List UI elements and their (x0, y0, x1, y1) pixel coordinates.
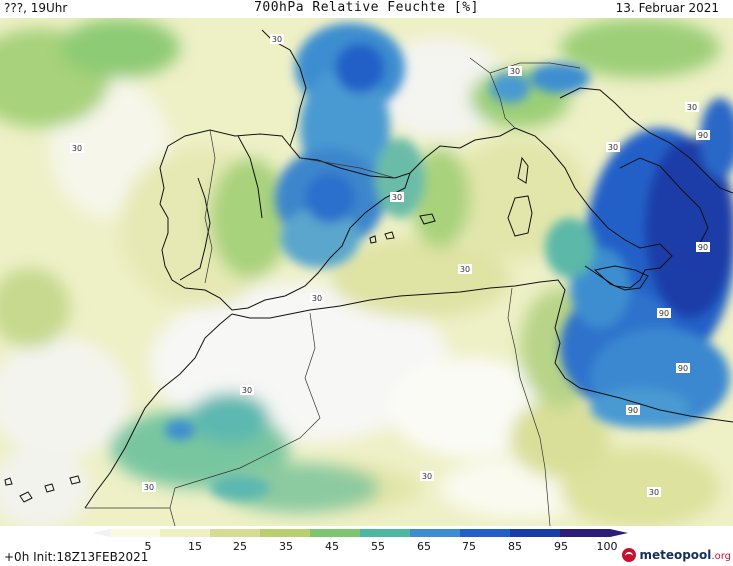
meteopool-logo-icon (622, 548, 637, 562)
svg-text:90: 90 (628, 406, 638, 415)
humidity-field: 30 30 30 30 30 30 30 (0, 18, 733, 526)
svg-text:30: 30 (312, 294, 322, 303)
svg-text:30: 30 (272, 35, 282, 44)
svg-text:30: 30 (72, 144, 82, 153)
contour-label: 30 (142, 482, 156, 492)
valid-time: ???, 19Uhr (4, 1, 68, 15)
colorbar-tick-label: 55 (371, 540, 385, 553)
contour-label: 90 (696, 242, 710, 252)
colorbar-segment (310, 529, 361, 537)
meteopool-logo[interactable]: meteopool.org (622, 546, 731, 564)
colorbar-segment (410, 529, 461, 537)
colorbar-segment (560, 529, 611, 537)
svg-text:90: 90 (678, 364, 688, 373)
colorbar (92, 529, 628, 537)
logo-name: meteopool (639, 548, 712, 562)
svg-text:90: 90 (659, 309, 669, 318)
svg-text:30: 30 (422, 472, 432, 481)
logo-tld: .org (711, 551, 731, 562)
colorbar-segment (510, 529, 561, 537)
svg-text:30: 30 (144, 483, 154, 492)
colorbar-tick-label: 100 (596, 540, 618, 553)
map-title: 700hPa Relative Feuchte [%] (254, 0, 479, 15)
contour-label: 30 (606, 142, 620, 152)
colorbar-tick-label: 85 (508, 540, 522, 553)
colorbar-tick-label: 95 (554, 540, 568, 553)
logo-text: meteopool.org (639, 548, 731, 562)
colorbar-tick-label: 25 (233, 540, 247, 553)
humidity-moist-core (165, 23, 733, 500)
country-borders (85, 57, 581, 526)
colorbar-max-arrow (610, 529, 628, 537)
colorbar-tick-label: 15 (188, 540, 202, 553)
colorbar-area: 5 15 25 35 45 55 65 75 85 95 100 +0h Init:18Z13FEB… (0, 526, 733, 566)
svg-text:30: 30 (510, 67, 520, 76)
colorbar-tick-label: 75 (462, 540, 476, 553)
colorbar-segment (460, 529, 511, 537)
svg-text:30: 30 (687, 103, 697, 112)
colorbar-tick-label: 35 (279, 540, 293, 553)
contour-label: 30 (70, 143, 84, 153)
contour-labels: 30 30 30 30 30 30 30 (70, 34, 710, 497)
contour-label: 30 (270, 34, 284, 44)
contour-label: 30 (647, 487, 661, 497)
colorbar-segment (260, 529, 311, 537)
svg-text:90: 90 (698, 131, 708, 140)
colorbar-segment (360, 529, 411, 537)
contour-label: 30 (458, 264, 472, 274)
coastlines (4, 29, 733, 509)
valid-date: 13. Februar 2021 (615, 1, 719, 15)
contour-label: 30 (508, 66, 522, 76)
colorbar-tick-label: 65 (417, 540, 431, 553)
colorbar-tick-label: 45 (325, 540, 339, 553)
colorbar-tick-label: 5 (144, 540, 152, 553)
contour-label: 30 (685, 102, 699, 112)
colorbar-segment (110, 529, 161, 537)
colorbar-ticks: 5 15 25 35 45 55 65 75 85 95 100 (0, 540, 733, 554)
colorbar-segment (160, 529, 211, 537)
contour-label: 30 (390, 192, 404, 202)
svg-text:30: 30 (608, 143, 618, 152)
init-time: +0h Init:18Z13FEB2021 (4, 550, 149, 564)
contour-label: 90 (696, 130, 710, 140)
svg-text:30: 30 (242, 386, 252, 395)
contour-label: 90 (676, 363, 690, 373)
svg-text:90: 90 (698, 243, 708, 252)
contour-label: 30 (310, 293, 324, 303)
svg-text:30: 30 (460, 265, 470, 274)
colorbar-min-arrow (92, 529, 110, 537)
svg-text:30: 30 (649, 488, 659, 497)
contour-label: 90 (657, 308, 671, 318)
colorbar-segment (210, 529, 261, 537)
svg-text:30: 30 (392, 193, 402, 202)
contour-label: 90 (626, 405, 640, 415)
humidity-map: 30 30 30 30 30 30 30 (0, 18, 733, 526)
humidity-shading (0, 18, 720, 526)
contour-label: 30 (240, 385, 254, 395)
contour-label: 30 (420, 471, 434, 481)
